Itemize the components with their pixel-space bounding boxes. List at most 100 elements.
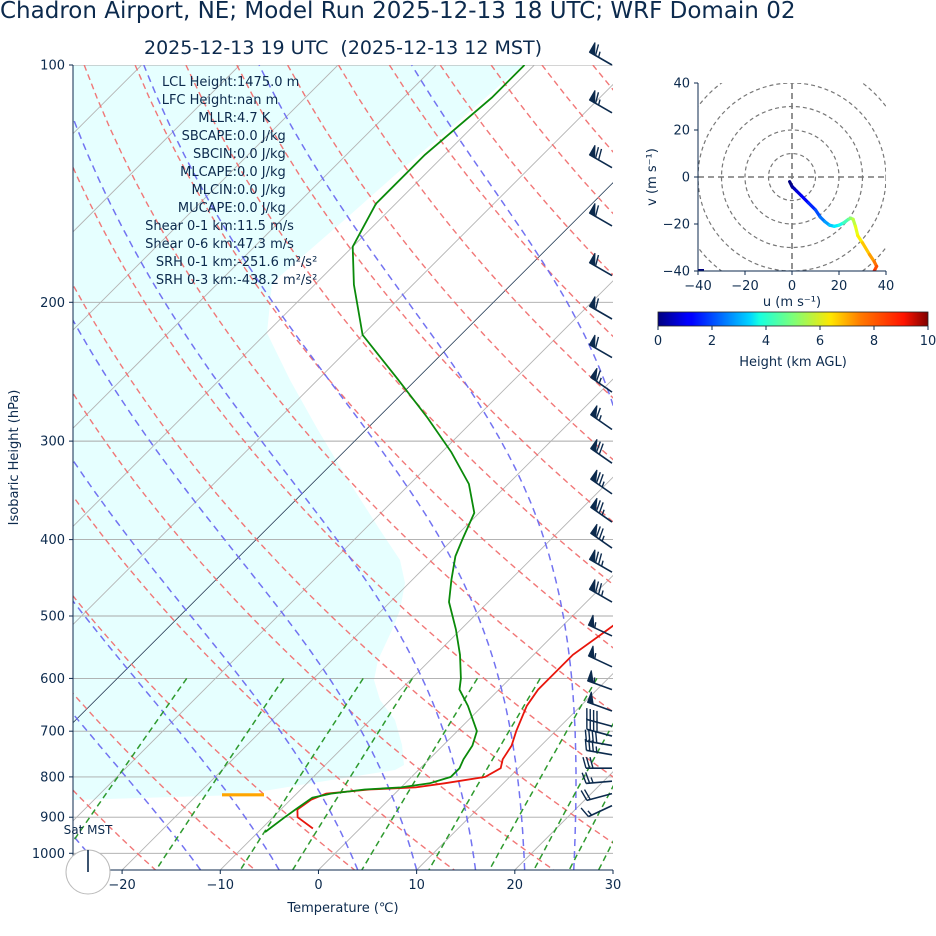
- barb-flag: [590, 497, 598, 512]
- barb-full: [595, 441, 601, 453]
- index-label: LCL Height:: [162, 75, 237, 90]
- y-tick-label: 500: [40, 609, 65, 624]
- y-tick-label: 1000: [32, 847, 65, 862]
- index-value: 0.0 J/kg: [237, 165, 286, 180]
- skewt-profiles: [222, 65, 613, 833]
- index-value: 0.0 J/kg: [237, 147, 286, 162]
- index-value: 0.0 J/kg: [237, 183, 286, 198]
- mixing-ratio-line: [597, 840, 613, 870]
- wind-barb: [586, 708, 613, 728]
- barb-flag: [587, 645, 595, 660]
- height-colorbar: [657, 311, 929, 327]
- hodograph-segment: [872, 269, 876, 271]
- index-value: 1475.0 m: [237, 75, 299, 90]
- wind-barb: [590, 405, 613, 431]
- isotherm-line: [73, 65, 437, 429]
- index-label: SRH 0-3 km:: [156, 273, 237, 288]
- barb-half: [590, 777, 594, 784]
- barb-half: [598, 415, 602, 421]
- hodograph-x-tick-label: 0: [788, 279, 796, 294]
- barb-full: [594, 581, 600, 593]
- wind-barb: [586, 717, 613, 737]
- isotherm-line: [219, 476, 613, 870]
- moist-adiabat: [73, 599, 280, 870]
- dry-adiabat: [73, 594, 356, 870]
- y-tick-label: 100: [40, 59, 65, 74]
- wind-barb: [581, 772, 613, 785]
- barb-full: [594, 44, 600, 56]
- barb-half: [597, 51, 601, 58]
- barb-full: [595, 526, 601, 538]
- dry-adiabat: [337, 65, 613, 399]
- skewt-background-lines: [73, 65, 936, 870]
- barb-half: [594, 622, 597, 629]
- y-tick-label: 600: [40, 672, 65, 687]
- isotherm-line: [73, 280, 613, 822]
- skewt-axes: 100 200 300 400 500 600 700 800 900 1000 −20 −10 0 10…: [7, 59, 621, 917]
- dry-adiabat: [73, 789, 156, 870]
- barb-full: [594, 92, 600, 104]
- barb-full: [594, 147, 600, 159]
- mixing-ratio-line: [624, 678, 723, 870]
- hodograph-segment: [853, 224, 860, 238]
- barb-staff: [586, 749, 613, 756]
- wind-barb: [584, 729, 613, 747]
- barb-full: [594, 254, 600, 267]
- barb-full: [595, 500, 601, 512]
- index-label: MLCAPE:: [180, 165, 237, 180]
- chart-subtitle: 2025-12-13 19 UTC (2025-12-13 12 MST): [144, 37, 542, 59]
- dry-adiabat: [644, 65, 936, 870]
- wind-barb: [590, 367, 613, 393]
- barb-half: [601, 481, 605, 488]
- barb-staff: [586, 780, 613, 785]
- y-axis-label: Isobaric Height (hPa): [7, 390, 22, 526]
- dewpoint-profile: [264, 65, 526, 833]
- x-tick-label: 30: [605, 878, 622, 893]
- wind-barb: [590, 497, 613, 523]
- moist-adiabat: [73, 458, 359, 870]
- barb-flag: [590, 367, 598, 382]
- barb-full: [594, 551, 600, 563]
- barb-full: [588, 739, 591, 751]
- wind-barb: [586, 670, 613, 691]
- y-tick-label: 200: [40, 296, 65, 311]
- barb-full: [581, 772, 587, 784]
- wind-barb: [588, 203, 613, 227]
- wind-barb: [590, 469, 613, 495]
- index-label: LFC Height:: [162, 93, 237, 108]
- barb-staff: [586, 740, 613, 747]
- x-tick-label: −20: [108, 878, 135, 893]
- barb-half: [601, 509, 605, 516]
- mixing-ratio-line: [568, 784, 613, 870]
- barb-full: [595, 370, 601, 382]
- barb-full: [582, 757, 587, 769]
- isotherm-line: [318, 574, 613, 870]
- barb-half: [594, 653, 597, 659]
- hodograph-marker: [698, 269, 704, 271]
- hodograph-x-tick-label: −40: [684, 279, 711, 294]
- barb-flag: [588, 203, 596, 217]
- mixing-ratio-line: [428, 678, 541, 870]
- barb-flag: [590, 523, 598, 538]
- barb-full: [595, 407, 601, 419]
- dry-adiabat: [73, 495, 455, 870]
- isotherm-line: [73, 83, 613, 626]
- dry-adiabat: [236, 65, 613, 523]
- hodograph-axes: −40 −20 0 20 40 40 20 0 −20 −40 u (m s⁻¹) v (m s⁻¹): [645, 77, 894, 311]
- barb-half: [587, 810, 593, 816]
- wind-barb: [588, 90, 613, 114]
- colorbar-tick-label: 4: [762, 334, 770, 349]
- index-label: Shear 0-6 km:: [145, 237, 237, 252]
- hodograph-rings: [698, 83, 886, 271]
- barb-full: [583, 789, 591, 800]
- barb-flag: [590, 438, 598, 453]
- isotherm-line: [73, 65, 535, 528]
- barb-full: [594, 336, 600, 349]
- wind-barb: [586, 691, 613, 712]
- hodograph-segment: [806, 201, 818, 212]
- barb-full: [594, 731, 598, 743]
- barb-staff: [586, 728, 613, 737]
- wind-barb: [588, 296, 613, 320]
- moist-adiabat: [143, 65, 526, 870]
